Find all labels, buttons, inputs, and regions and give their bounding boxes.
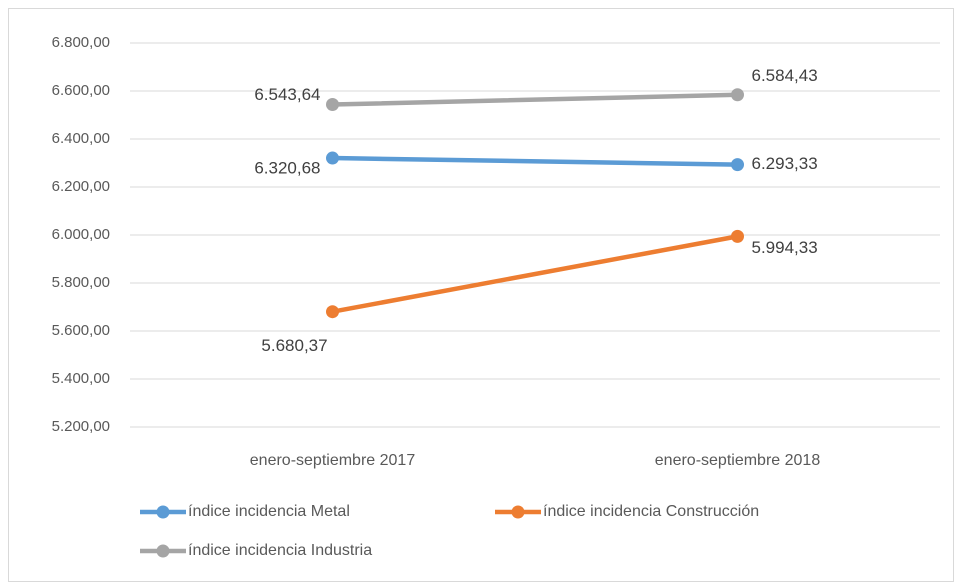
y-tick-label: 6.600,00 <box>52 82 110 99</box>
series-line <box>330 234 740 314</box>
y-tick-label: 5.400,00 <box>52 370 110 387</box>
y-tick-label: 6.800,00 <box>52 34 110 51</box>
data-label: 5.680,37 <box>261 336 327 355</box>
data-point <box>731 158 744 172</box>
data-label: 5.994,33 <box>752 238 818 257</box>
x-tick-label: enero-septiembre 2018 <box>655 452 821 469</box>
data-label: 6.543,64 <box>254 85 320 104</box>
legend-label: índice incidencia Construcción <box>543 503 759 520</box>
legend-marker <box>156 505 170 519</box>
y-tick-label: 6.200,00 <box>52 178 110 195</box>
data-point <box>731 88 744 102</box>
data-label: 6.584,43 <box>752 66 818 85</box>
series-line <box>330 155 740 167</box>
legend-label: índice incidencia Industria <box>188 542 372 559</box>
data-point <box>731 229 744 243</box>
y-tick-label: 5.800,00 <box>52 274 110 291</box>
chart-frame <box>8 8 954 582</box>
y-tick-label: 5.600,00 <box>52 322 110 339</box>
data-label: 6.293,33 <box>752 154 818 173</box>
legend-marker <box>511 505 525 519</box>
legend-marker <box>156 544 170 558</box>
data-point <box>326 305 339 319</box>
y-tick-label: 6.000,00 <box>52 226 110 243</box>
data-label: 6.320,68 <box>254 159 320 178</box>
y-tick-label: 5.200,00 <box>52 418 110 435</box>
data-point <box>326 98 339 112</box>
x-tick-label: enero-septiembre 2017 <box>250 452 416 469</box>
legend-label: índice incidencia Metal <box>188 503 350 520</box>
series-line <box>330 92 740 107</box>
y-tick-label: 6.400,00 <box>52 130 110 147</box>
data-point <box>326 151 339 165</box>
